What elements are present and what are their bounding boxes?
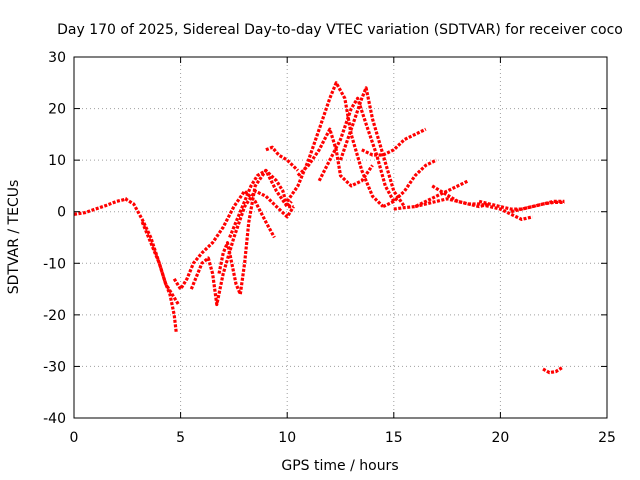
- y-tick-label: -10: [43, 256, 66, 272]
- series-arc-4: [172, 189, 276, 291]
- series-arc-15: [393, 179, 470, 211]
- y-tick-label: -30: [43, 359, 66, 375]
- series-arc-20: [542, 366, 564, 375]
- y-tick-label: 30: [48, 50, 66, 66]
- y-tick-label: -40: [43, 411, 66, 427]
- grid: [74, 57, 607, 418]
- axis-ticks: 0 5 10 15 20 25 30 20 10 0 -10 -20 -30 -40: [43, 50, 616, 446]
- x-tick-label: 25: [598, 430, 616, 446]
- series-arc-17: [431, 184, 533, 221]
- series-arc-1: [73, 197, 128, 216]
- x-tick-label: 5: [176, 430, 185, 446]
- y-tick-label: 0: [57, 205, 66, 221]
- series-arc-14: [382, 158, 438, 209]
- y-tick-label: -20: [43, 308, 66, 324]
- x-tick-label: 10: [278, 430, 296, 446]
- series-arc-8: [265, 145, 300, 172]
- series-arc-2: [124, 197, 180, 306]
- series-arc-13: [361, 127, 427, 157]
- series-arc-18: [478, 199, 565, 211]
- x-tick-label: 15: [385, 430, 403, 446]
- series-arc-10: [296, 127, 374, 188]
- plot-frame: [73, 56, 608, 419]
- x-tick-label: 0: [70, 430, 79, 446]
- y-axis-label: SDTVAR / TECUs: [6, 180, 22, 295]
- chart-title: Day 170 of 2025, Sidereal Day-to-day VTE…: [57, 22, 623, 38]
- series-arc-11: [317, 96, 396, 203]
- series-arc-16: [414, 197, 491, 209]
- x-tick-label: 20: [491, 430, 509, 446]
- series-arc-3: [140, 221, 178, 334]
- series-arc-6: [217, 168, 294, 296]
- y-tick-label: 20: [48, 102, 66, 118]
- series-arc-12: [338, 86, 406, 208]
- series-arc-5: [189, 189, 295, 307]
- y-tick-label: 10: [48, 153, 66, 169]
- series-arc-7: [228, 168, 293, 239]
- x-axis-label: GPS time / hours: [281, 458, 398, 474]
- series-arc-19: [510, 200, 565, 214]
- series-group: [73, 81, 565, 375]
